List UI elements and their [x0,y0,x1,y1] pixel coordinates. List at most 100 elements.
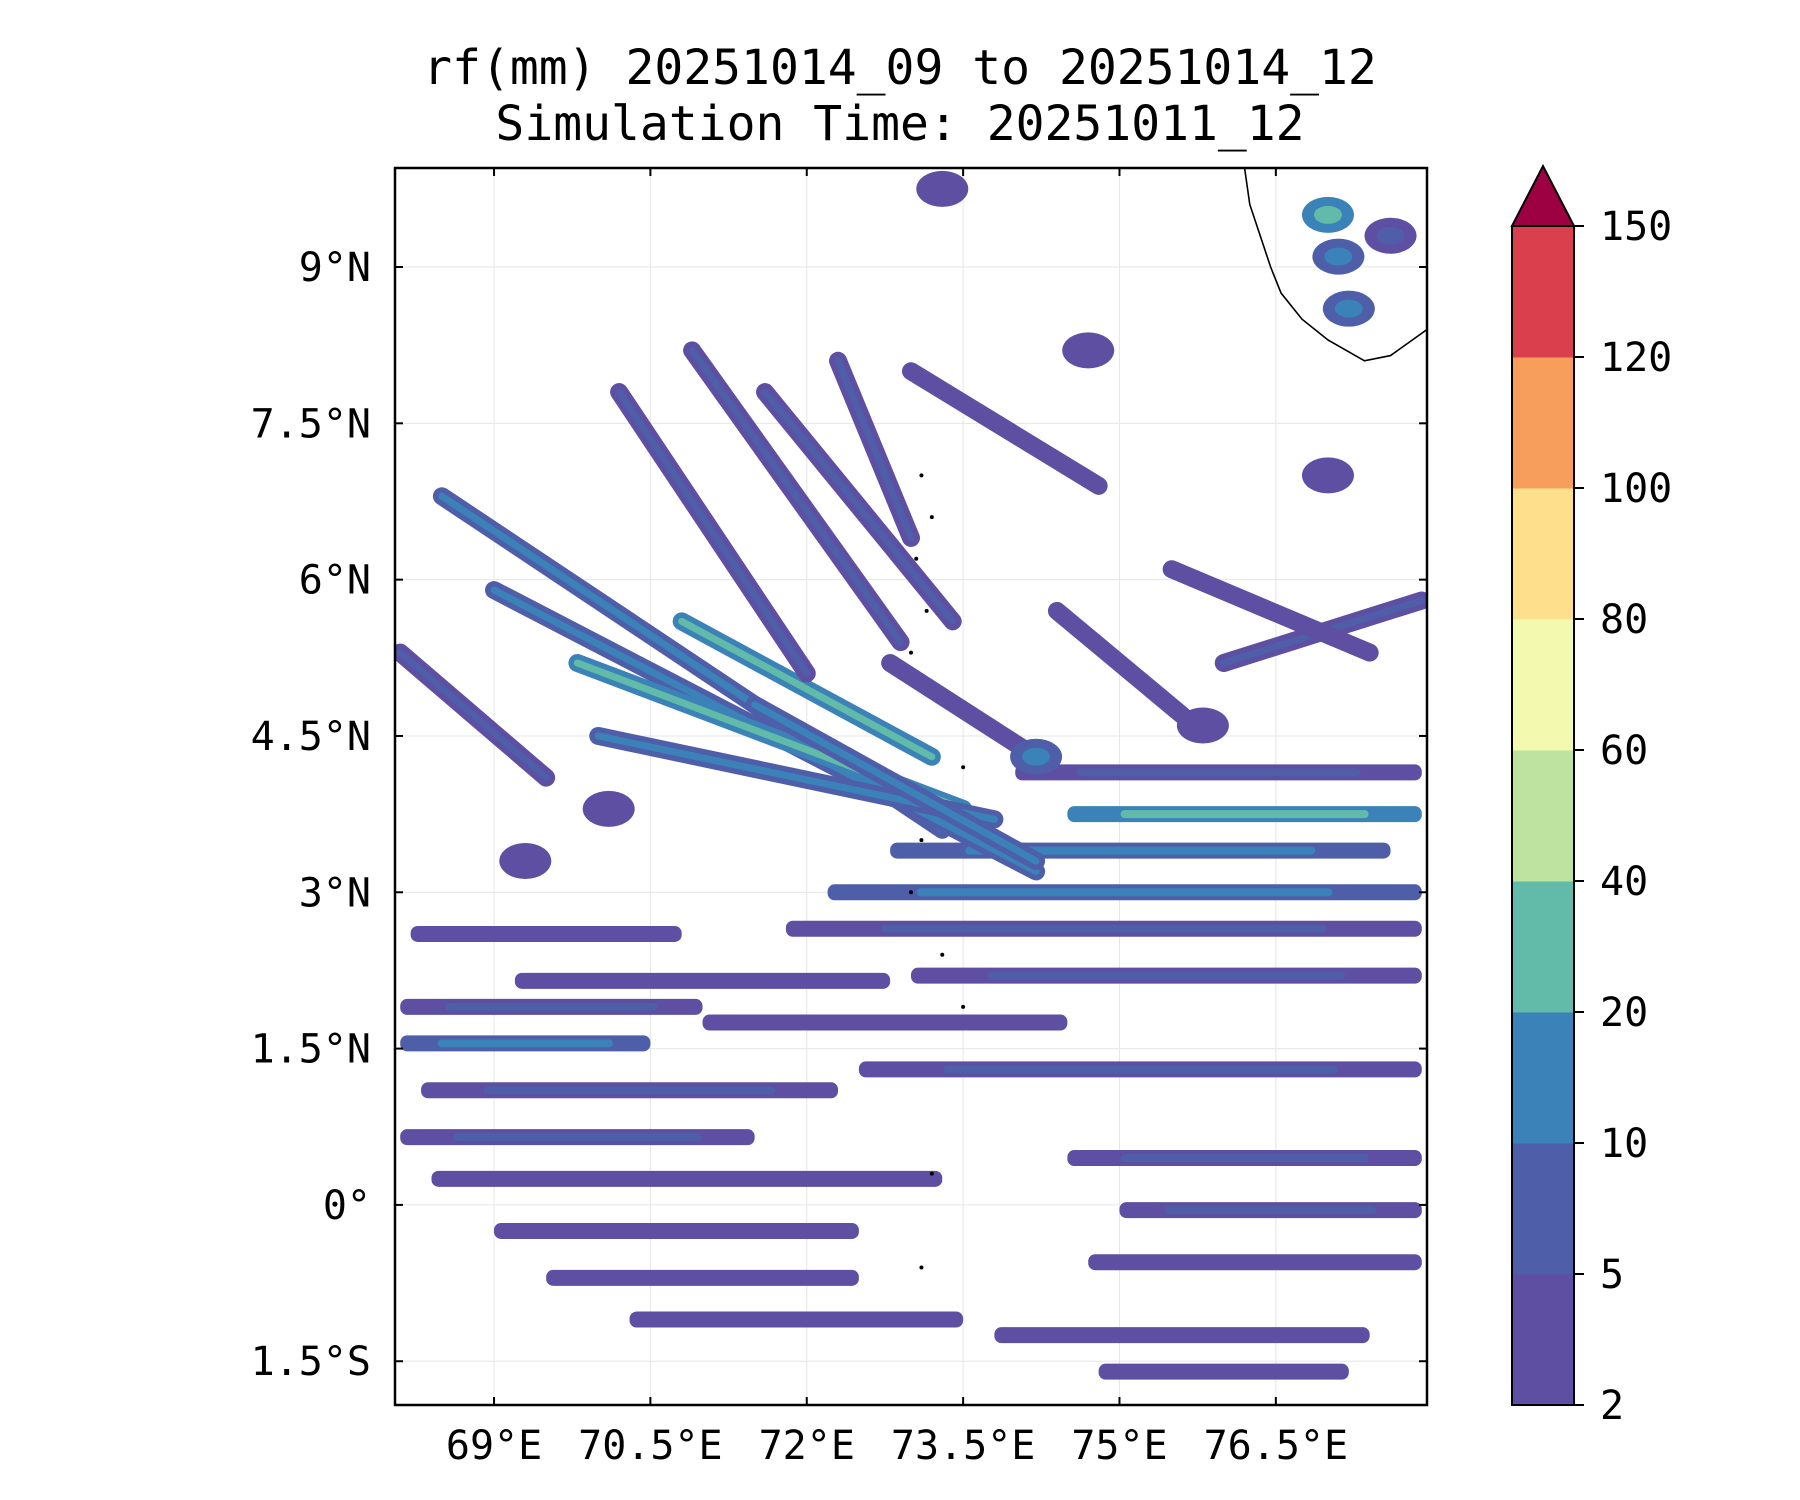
rain-band [494,1222,859,1239]
rain-patch-core [1313,205,1342,224]
x-axis: 69°E 70.5°E 72°E 73.5°E 75°E 76.5°E [446,168,1348,1469]
rain-band-core [916,888,1333,897]
island-marker [929,515,934,520]
coastline [1243,168,1427,362]
rain-patch-core [1324,247,1353,266]
colorbar-label: 150 [1600,204,1672,250]
rain-band [546,1269,859,1286]
rain-patch [1062,332,1115,369]
plot-frame [393,166,1429,1407]
chart-subtitle: Simulation Time: 20251011_12 [495,96,1305,152]
island-marker [914,556,919,561]
island-marker [919,838,924,843]
colorbar-segment [1512,881,1574,1013]
rain-patch [916,170,969,207]
y-tick-label: 1.5°N [251,1027,371,1073]
rain-patch [1176,707,1229,744]
colorbar-segment [1512,619,1574,751]
island-marker [924,608,929,613]
colorbar-segment [1512,226,1574,358]
rain-band-core [445,1002,658,1011]
colorbar-frame [1511,225,1575,1406]
coastline-layer [909,168,1427,1270]
rain-patch-core [1334,299,1363,318]
rain-band [994,1327,1370,1344]
rain-streak [1047,601,1192,725]
colorbar-extend-arrow [1510,163,1576,227]
rain-band-core [881,924,1327,933]
y-tick-label: 9°N [299,245,371,291]
rain-band-core [943,1065,1338,1074]
rain-patch-core [1376,226,1405,245]
x-tick-label: 70.5°E [578,1423,723,1469]
y-tick-label: 1.5°S [251,1339,371,1385]
y-tick-label: 3°N [299,870,371,916]
x-tick-label: 76.5°E [1204,1423,1349,1469]
rain-streak-core [761,388,957,625]
colorbar-label: 100 [1600,466,1672,512]
rain-band [1088,1254,1422,1271]
colorbar-label: 40 [1600,859,1648,905]
x-tick-label: 75°E [1071,1423,1167,1469]
colorbar-label: 80 [1600,597,1648,643]
rain-band [514,972,891,989]
colorbar: 2 5 10 20 40 60 80 100 120 150 [1510,163,1672,1429]
colorbar-label: 10 [1600,1121,1648,1167]
rain-streak-core [751,701,1040,865]
rain-band [1098,1363,1349,1380]
colorbar-label: 120 [1600,335,1672,381]
x-tick-label: 72°E [759,1423,855,1469]
rain-band-core [987,971,1346,980]
rain-streak [902,362,1108,495]
colorbar-segment [1512,1143,1574,1275]
colorbar-segment [1512,357,1574,489]
island-marker [919,473,924,478]
rain-streak-core [396,649,550,782]
rainfall-field [395,170,1427,1380]
rain-band-core [453,1133,702,1142]
rain-band-core [483,1086,776,1095]
y-tick-label: 6°N [299,558,371,604]
y-axis: 9°N 7.5°N 6°N 4.5°N 3°N 1.5°N 0° 1.5°S [251,245,1427,1385]
rain-streak-core [615,388,811,677]
colorbar-segment [1512,750,1574,882]
island-marker [929,1171,934,1176]
rain-band-core [1164,1206,1377,1215]
colorbar-segment [1512,1012,1574,1144]
y-tick-label: 7.5°N [251,401,371,447]
rain-streak [1162,560,1379,662]
x-tick-label: 73.5°E [891,1423,1036,1469]
colorbar-segment [1512,488,1574,620]
colorbar-label: 20 [1600,990,1648,1036]
rain-patch [1301,457,1354,494]
rain-band-core [437,1039,613,1048]
island-marker [909,890,913,895]
island-marker [940,952,945,957]
island-marker [961,1004,966,1009]
colorbar-label: 60 [1600,728,1648,774]
rain-patch [499,843,552,880]
rain-streak-core [678,617,936,761]
rain-band [629,1311,964,1328]
island-marker [919,1265,924,1270]
rain-band [702,1014,1068,1031]
rain-band-core [1120,810,1369,819]
colorbar-segment [1512,1274,1574,1406]
rain-band [410,925,682,942]
rain-band [431,1170,943,1187]
rain-patch-core [1022,747,1051,766]
rain-streak [881,654,1046,766]
rain-streak-core [688,346,905,646]
rain-band-core [965,846,1316,855]
y-tick-label: 4.5°N [251,714,371,760]
y-tick-label: 0° [323,1183,371,1229]
chart-title: rf(mm) 20251014_09 to 20251014_12 [423,40,1377,96]
rain-patch [582,790,635,827]
rain-band-core [1120,1154,1369,1163]
island-marker [909,650,913,655]
rain-streak-core [834,357,915,542]
rain-band-core [1076,768,1361,777]
colorbar-label: 5 [1600,1252,1624,1298]
